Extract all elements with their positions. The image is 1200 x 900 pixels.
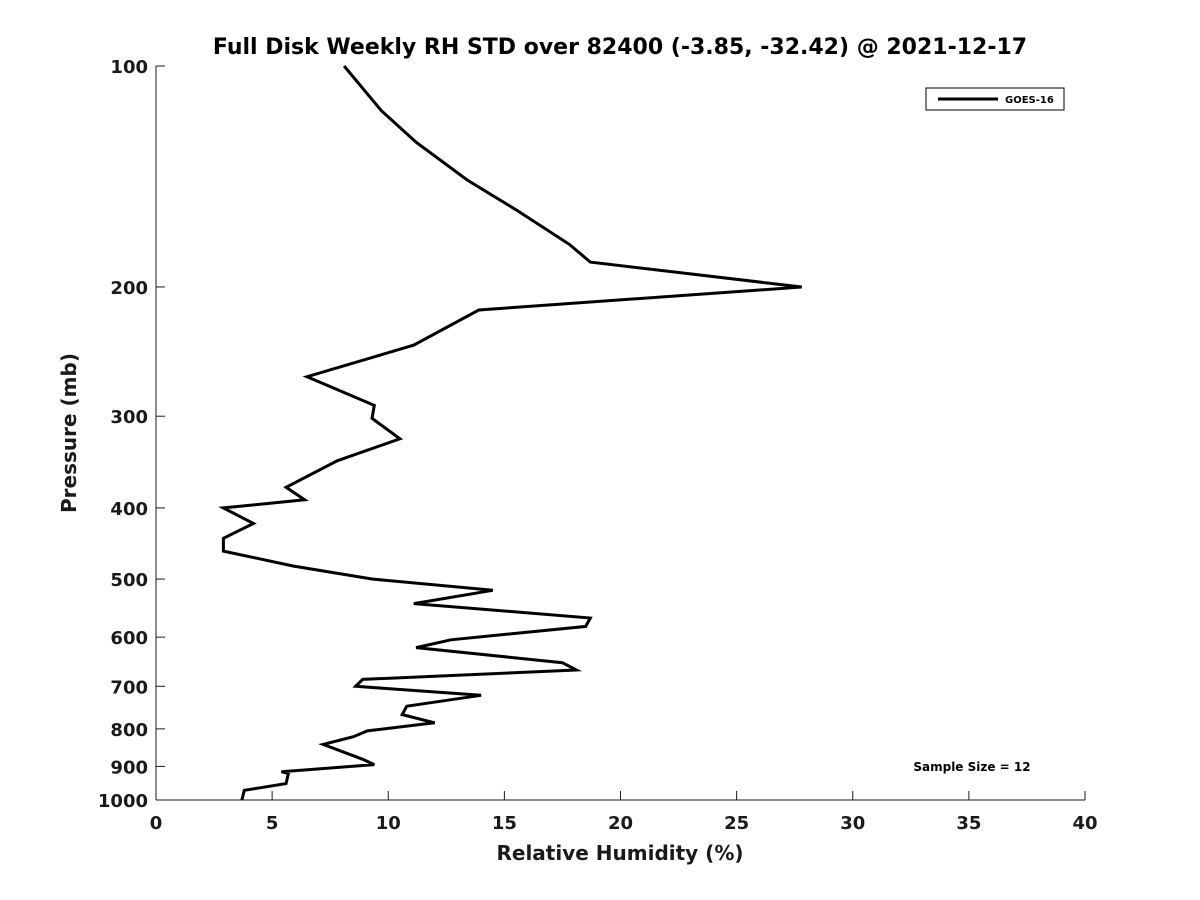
x-axis-ticks: 0 5 10 15 20 25 30 35 40 xyxy=(150,791,1098,834)
y-axis-ticks: 100 200 300 400 500 600 700 800 900 1000 xyxy=(98,57,165,812)
y-tick-label: 200 xyxy=(110,278,148,299)
x-tick-label: 20 xyxy=(608,813,633,834)
legend: GOES-16 xyxy=(925,87,1065,111)
y-axis-title: Pressure (mb) xyxy=(57,353,81,513)
sample-size-annotation: Sample Size = 12 xyxy=(913,760,1030,774)
y-tick-label: 800 xyxy=(110,720,148,741)
y-tick-label: 300 xyxy=(110,407,148,428)
x-tick-label: 0 xyxy=(150,813,163,834)
y-tick-label: 1000 xyxy=(98,791,148,812)
series-line-goes16 xyxy=(218,65,802,801)
x-tick-label: 10 xyxy=(376,813,401,834)
x-tick-label: 15 xyxy=(492,813,517,834)
y-tick-label: 500 xyxy=(110,570,148,591)
legend-label-goes16: GOES-16 xyxy=(1005,95,1054,106)
y-tick-label: 100 xyxy=(110,57,148,78)
y-tick-label: 400 xyxy=(110,499,148,520)
x-tick-label: 25 xyxy=(724,813,749,834)
x-axis-title: Relative Humidity (%) xyxy=(496,841,743,865)
chart-title: Full Disk Weekly RH STD over 82400 (-3.8… xyxy=(213,35,1027,60)
x-tick-label: 40 xyxy=(1072,813,1097,834)
series-lines xyxy=(218,65,802,801)
y-tick-label: 700 xyxy=(110,677,148,698)
x-tick-label: 35 xyxy=(956,813,981,834)
y-tick-label: 600 xyxy=(110,628,148,649)
x-tick-label: 30 xyxy=(840,813,865,834)
x-tick-label: 5 xyxy=(266,813,279,834)
y-tick-label: 900 xyxy=(110,757,148,778)
